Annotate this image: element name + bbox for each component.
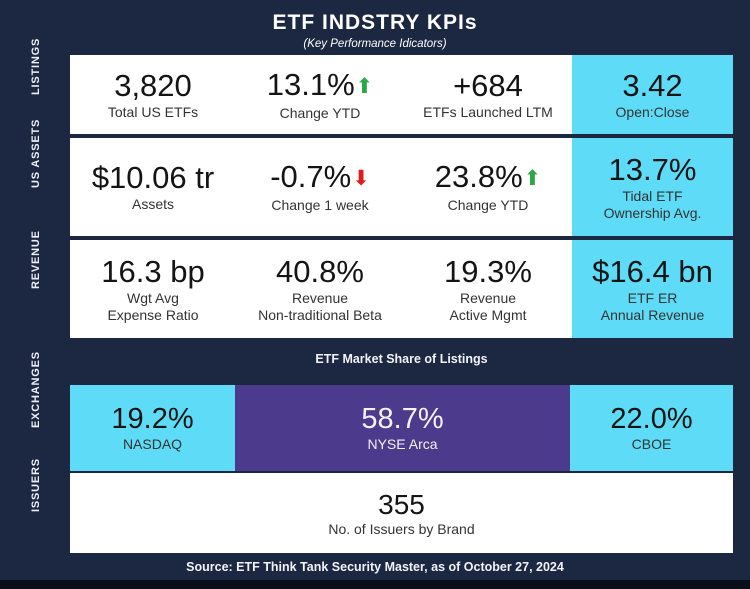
share-label: CBOE bbox=[631, 436, 672, 452]
kpi-value: 13.7% bbox=[608, 151, 697, 187]
market-share-title: ETF Market Share of Listings bbox=[315, 352, 488, 366]
kpi-tidal-etf-ownership: 13.7% Tidal ETF Ownership Avg. bbox=[572, 138, 733, 236]
kpi-wgt-avg-expense-ratio: 16.3 bp Wgt Avg Expense Ratio bbox=[70, 240, 236, 338]
issuers-value: 355 bbox=[378, 488, 425, 520]
kpi-open-close: 3.42 Open:Close bbox=[572, 55, 733, 134]
kpi-label: Total US ETFs bbox=[107, 103, 199, 120]
share-value: 22.0% bbox=[610, 403, 693, 435]
kpi-value: $16.4 bn bbox=[592, 253, 713, 289]
kpi-etfs-launched-ltm: +684 ETFs Launched LTM bbox=[404, 55, 572, 134]
kpi-label: Tidal ETF Ownership Avg. bbox=[603, 187, 702, 221]
kpi-change-1-week: -0.7%⬇ Change 1 week bbox=[236, 138, 404, 236]
kpi-change-ytd-listings: 13.1%⬆ Change YTD bbox=[236, 55, 404, 134]
exchange-market-share-bar: 19.2% NASDAQ 58.7% NYSE Arca 22.0% CBOE bbox=[70, 385, 733, 471]
kpi-value: $10.06 tr bbox=[91, 160, 215, 195]
kpi-label: Change 1 week bbox=[271, 197, 369, 213]
kpi-row-listings: 3,820 Total US ETFs 13.1%⬆ Change YTD +6… bbox=[70, 55, 733, 134]
kpi-revenue-non-traditional-beta: 40.8% Revenue Non-traditional Beta bbox=[236, 240, 404, 338]
kpi-label: Assets bbox=[131, 196, 174, 212]
kpi-change-ytd-assets: 23.8%⬆ Change YTD bbox=[404, 138, 572, 236]
kpi-card: 3,820 Total US ETFs 13.1%⬆ Change YTD +6… bbox=[70, 55, 733, 338]
dashboard-header: ETF INDSTRY KPIs (Key Performance Idicat… bbox=[0, 10, 750, 51]
share-value: 58.7% bbox=[361, 403, 444, 435]
share-label: NASDAQ bbox=[122, 436, 183, 452]
kpi-label: Wgt Avg Expense Ratio bbox=[107, 289, 199, 323]
trend-up-icon: ⬆ bbox=[355, 74, 374, 98]
share-segment-cboe: 22.0% CBOE bbox=[570, 385, 733, 471]
share-segment-nyse-arca: 58.7% NYSE Arca bbox=[235, 385, 570, 471]
kpi-label: Change YTD bbox=[279, 104, 361, 121]
kpi-label: Open:Close bbox=[615, 103, 690, 120]
kpi-label: Revenue Active Mgmt bbox=[449, 289, 527, 323]
share-label: NYSE Arca bbox=[367, 436, 438, 452]
issuers-label: No. of Issuers by Brand bbox=[328, 520, 475, 537]
kpi-etf-er-annual-revenue: $16.4 bn ETF ER Annual Revenue bbox=[572, 240, 733, 338]
kpi-value: +684 bbox=[453, 67, 523, 103]
kpi-label: Revenue Non-traditional Beta bbox=[258, 289, 382, 323]
kpi-value: -0.7%⬇ bbox=[270, 159, 370, 194]
share-value: 19.2% bbox=[111, 403, 194, 435]
kpi-assets: $10.06 tr Assets bbox=[70, 138, 236, 236]
source-footer: Source: ETF Think Tank Security Master, … bbox=[186, 559, 564, 574]
issuers-card: 355 No. of Issuers by Brand bbox=[70, 471, 733, 553]
kpi-value: 40.8% bbox=[276, 253, 364, 289]
kpi-label: Change YTD bbox=[447, 197, 529, 213]
kpi-total-us-etfs: 3,820 Total US ETFs bbox=[70, 55, 236, 134]
page-title: ETF INDSTRY KPIs bbox=[272, 11, 478, 34]
bottom-strip bbox=[0, 580, 750, 589]
kpi-value: 16.3 bp bbox=[101, 253, 205, 289]
kpi-row-us-assets: $10.06 tr Assets -0.7%⬇ Change 1 week 23… bbox=[70, 138, 733, 236]
trend-up-icon: ⬆ bbox=[523, 167, 542, 190]
trend-down-icon: ⬇ bbox=[352, 167, 370, 190]
kpi-row-revenue: 16.3 bp Wgt Avg Expense Ratio 40.8% Reve… bbox=[70, 240, 733, 338]
kpi-value: 19.3% bbox=[444, 253, 532, 289]
kpi-label: ETF ER Annual Revenue bbox=[600, 289, 705, 323]
kpi-value: 23.8%⬆ bbox=[434, 159, 542, 194]
kpi-value: 3,820 bbox=[114, 67, 192, 103]
kpi-value: 3.42 bbox=[622, 67, 683, 103]
page-subtitle: (Key Performance Idicators) bbox=[303, 38, 447, 50]
kpi-label: ETFs Launched LTM bbox=[423, 103, 553, 120]
share-segment-nasdaq: 19.2% NASDAQ bbox=[70, 385, 235, 471]
kpi-revenue-active-mgmt: 19.3% Revenue Active Mgmt bbox=[404, 240, 572, 338]
kpi-value: 13.1%⬆ bbox=[266, 66, 374, 102]
